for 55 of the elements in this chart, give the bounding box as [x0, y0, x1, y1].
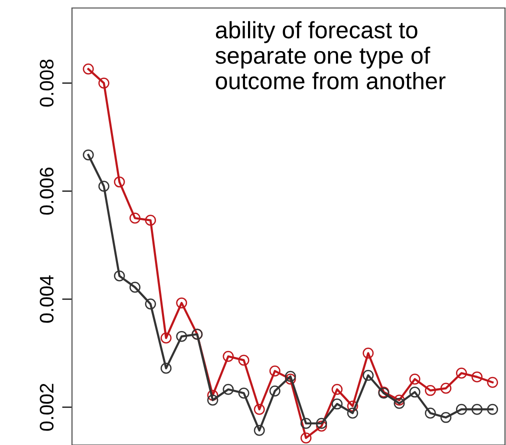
point: [254, 424, 265, 436]
point: [316, 420, 328, 432]
point: [207, 390, 218, 401]
point: [332, 398, 343, 410]
point: [332, 384, 343, 395]
point: [98, 78, 110, 89]
point: [160, 332, 172, 344]
point: [300, 432, 312, 444]
point: [238, 354, 250, 366]
point: [114, 270, 125, 282]
point: [82, 149, 94, 160]
point: [409, 386, 420, 398]
point: [176, 297, 188, 308]
point: [160, 362, 172, 374]
point: [394, 394, 405, 406]
point: [347, 408, 358, 419]
y-tick-label: 0.002: [40, 384, 54, 431]
point: [145, 214, 156, 226]
point: [114, 176, 125, 188]
annotation: ability of forecast to separate one type of outcome from another: [216, 21, 446, 90]
point: [456, 404, 467, 415]
point: [129, 212, 140, 224]
point: [316, 418, 328, 429]
point: [269, 366, 280, 376]
y-tick-label: 0.006: [40, 168, 54, 215]
point: [222, 350, 234, 362]
point: [222, 384, 234, 395]
point: [456, 368, 467, 379]
point: [254, 404, 265, 415]
point: [394, 398, 405, 409]
point: [129, 282, 140, 293]
point: [98, 180, 110, 192]
point: [300, 418, 312, 429]
point: [487, 376, 498, 388]
point: [176, 330, 188, 342]
point: [269, 385, 280, 396]
point: [424, 408, 436, 419]
point: [409, 374, 420, 385]
point: [362, 348, 374, 359]
point: [440, 412, 452, 423]
point: [284, 374, 296, 385]
point: [347, 400, 358, 412]
point: [284, 370, 296, 382]
point: [424, 384, 436, 396]
point: [145, 298, 156, 310]
y-tick-label: 0.004: [40, 275, 54, 323]
point: [207, 394, 218, 406]
point: [440, 382, 452, 394]
point: [238, 388, 250, 399]
point: [472, 371, 482, 382]
point: [362, 370, 374, 381]
point: [487, 404, 498, 415]
point: [472, 404, 482, 415]
point: [82, 64, 94, 75]
y-tick-label: 0.008: [40, 60, 54, 107]
